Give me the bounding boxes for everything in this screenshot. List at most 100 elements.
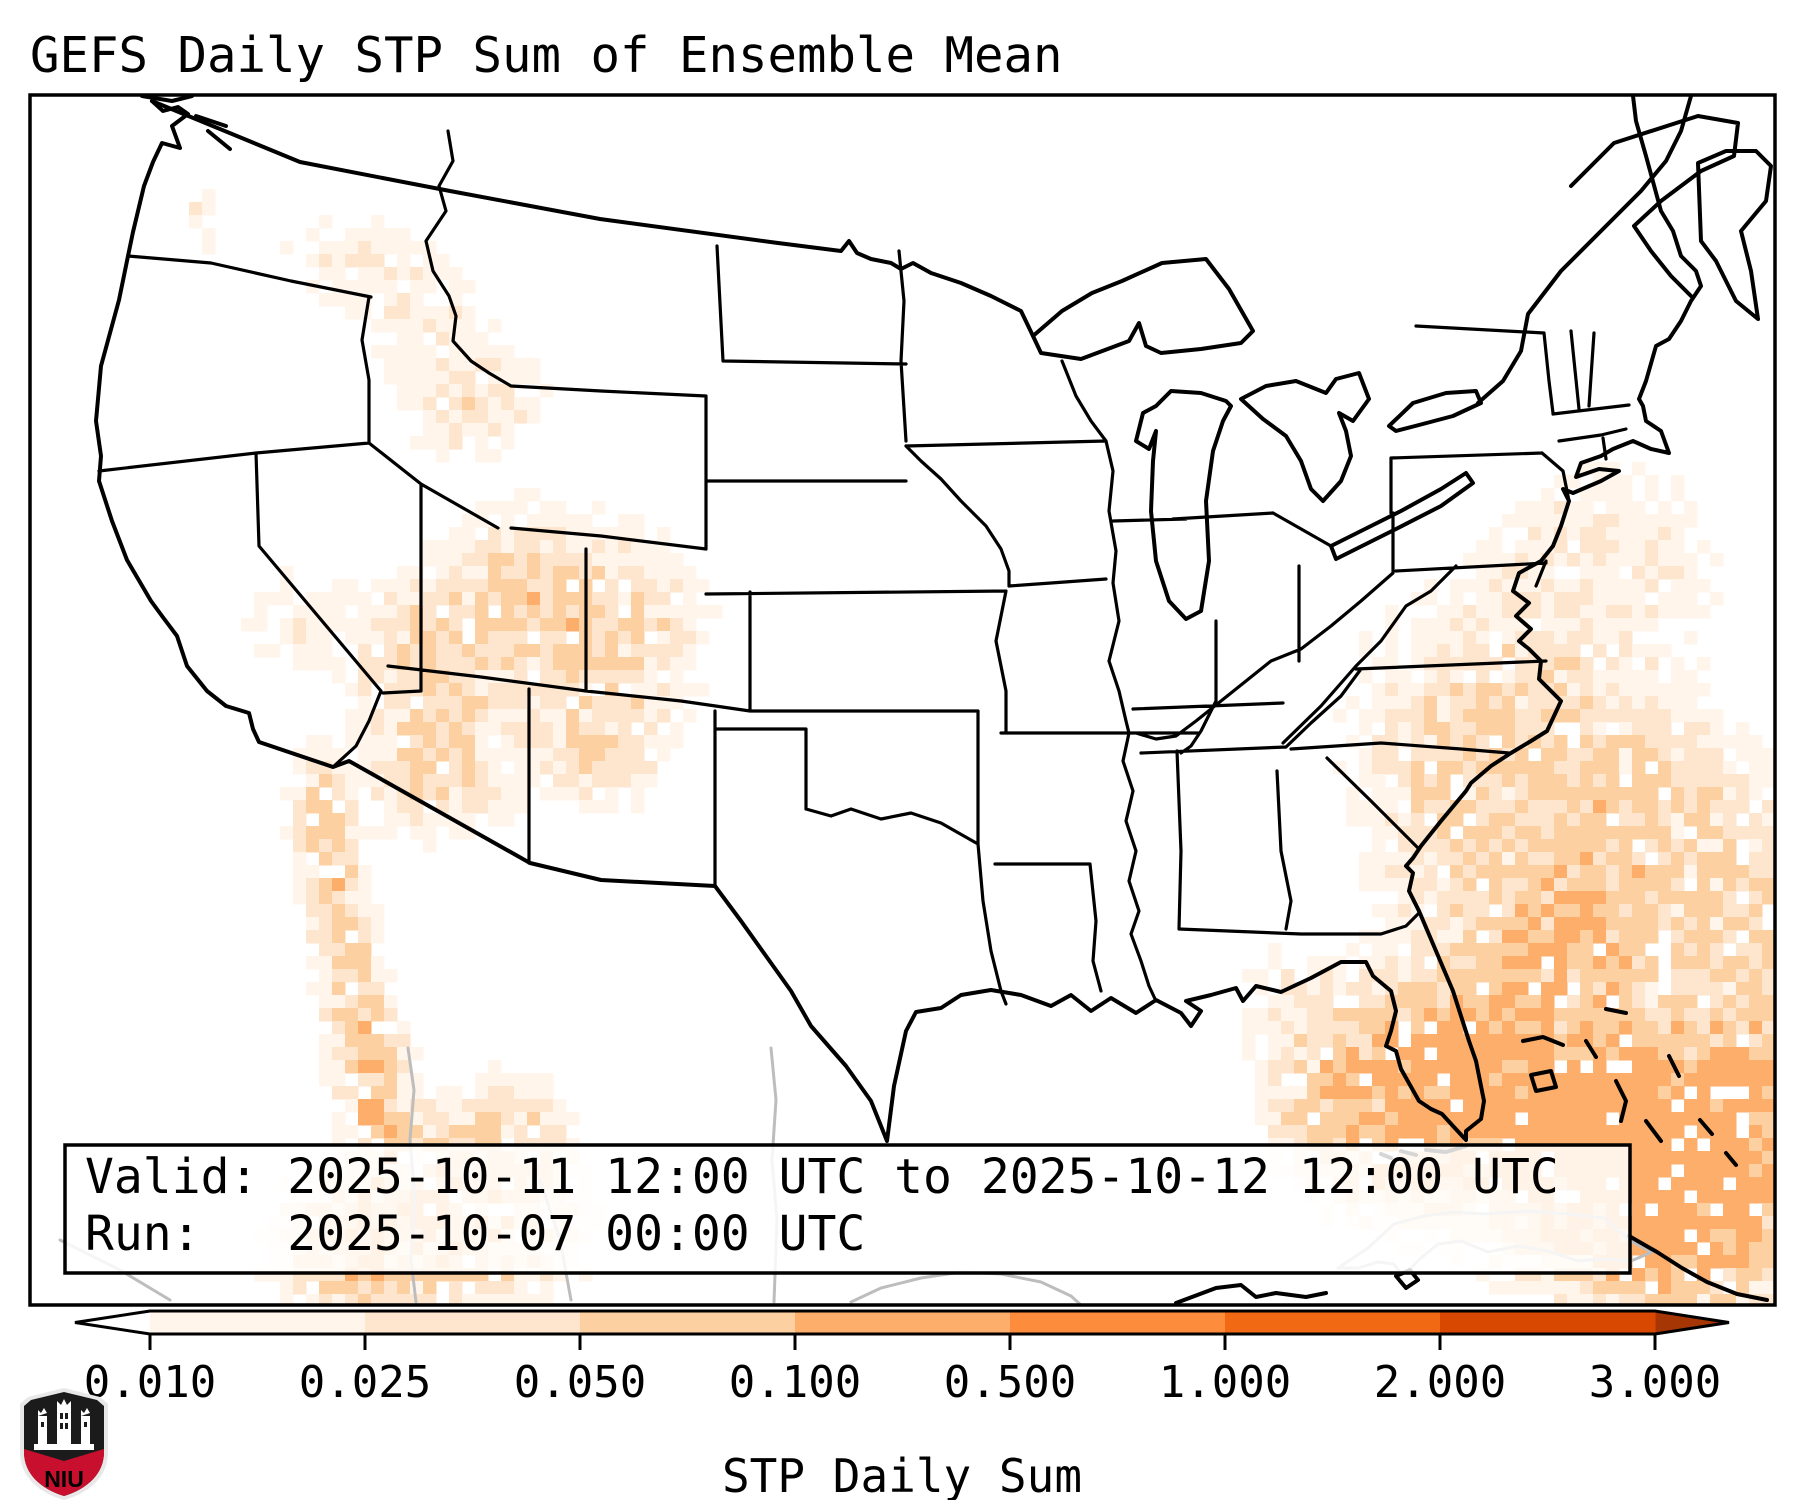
heat-cell [462,592,476,606]
heat-cell [514,657,528,671]
heat-cell [1489,1060,1503,1074]
heat-cell [501,527,515,541]
heat-cell [1567,514,1581,528]
heat-cell [592,566,606,580]
heat-cell [449,1086,463,1100]
heat-cell [1437,696,1451,710]
heat-cell [1697,657,1711,671]
heat-cell [1606,917,1620,931]
heat-cell [1697,605,1711,619]
heat-cell [1749,839,1763,853]
heat-cell [1255,1073,1269,1087]
heat-cell [1450,852,1464,866]
heat-cell [423,540,437,554]
heat-cell [189,202,203,216]
heat-cell [280,1281,294,1295]
heat-cell [475,735,489,749]
heat-cell [1554,579,1568,593]
heat-cell [501,592,515,606]
heat-cell [397,631,411,645]
heat-cell [1736,735,1750,749]
heat-cell [527,540,541,554]
heat-cell [1736,1242,1750,1256]
heat-cell [1359,748,1373,762]
heat-cell [1502,774,1516,788]
heat-cell [1372,1073,1386,1087]
heat-cell [657,735,671,749]
heat-cell [1580,540,1594,554]
heat-cell [1697,865,1711,879]
heat-cell [1619,761,1633,775]
heat-cell [449,358,463,372]
heat-cell [631,527,645,541]
heat-cell [1463,1099,1477,1113]
colorbar-segment [1440,1311,1656,1334]
heat-cell [1450,969,1464,983]
heat-cell [1645,1177,1659,1191]
heat-cell [1580,488,1594,502]
heat-cell [436,449,450,463]
heat-cell [1567,696,1581,710]
heat-cell [1736,1268,1750,1282]
heat-cell [1502,1112,1516,1126]
heat-cell [423,1125,437,1139]
heat-cell [1658,722,1672,736]
heat-cell [306,761,320,775]
heat-cell [410,735,424,749]
heat-cell [1593,527,1607,541]
heat-cell [449,410,463,424]
heat-cell [1762,1255,1774,1269]
heat-cell [488,696,502,710]
heat-cell [384,696,398,710]
heat-cell [1476,709,1490,723]
heat-cell [1333,1125,1347,1139]
heat-cell [1684,982,1698,996]
heat-cell [1307,1047,1321,1061]
heat-cell [566,709,580,723]
heat-cell [592,540,606,554]
heat-cell [436,709,450,723]
heat-cell [1671,605,1685,619]
heat-cell [1580,943,1594,957]
heat-cell [1346,943,1360,957]
heat-cell [514,371,528,385]
heat-cell [1736,748,1750,762]
heat-cell [319,995,333,1009]
heat-cell [1697,1086,1711,1100]
heat-cell [1632,527,1646,541]
heat-cell [1463,579,1477,593]
heat-cell [332,878,346,892]
heat-cell [1320,1034,1334,1048]
heat-cell [1684,1255,1698,1269]
heat-cell [1476,540,1490,554]
heat-cell [631,735,645,749]
heat-cell [1593,774,1607,788]
heat-cell [1424,839,1438,853]
heat-cell [384,709,398,723]
heat-cell [345,826,359,840]
heat-cell [1385,1086,1399,1100]
heat-cell [540,1073,554,1087]
heat-cell [319,904,333,918]
heat-cell [1658,839,1672,853]
heat-cell [1437,852,1451,866]
heat-cell [410,748,424,762]
heat-cell [1450,878,1464,892]
heat-cell [1749,761,1763,775]
heat-cell [1476,969,1490,983]
heat-cell [1749,982,1763,996]
heat-cell [1645,1151,1659,1165]
heat-cell [1619,605,1633,619]
heat-cell [1333,1034,1347,1048]
heat-cell [1411,1008,1425,1022]
heat-cell [514,579,528,593]
heat-cell [475,592,489,606]
heat-cell [1658,800,1672,814]
heat-cell [1723,1034,1737,1048]
heat-cell [1424,644,1438,658]
heat-cell [1580,748,1594,762]
heat-cell [1632,1125,1646,1139]
heat-cell [319,982,333,996]
heat-cell [1255,1021,1269,1035]
